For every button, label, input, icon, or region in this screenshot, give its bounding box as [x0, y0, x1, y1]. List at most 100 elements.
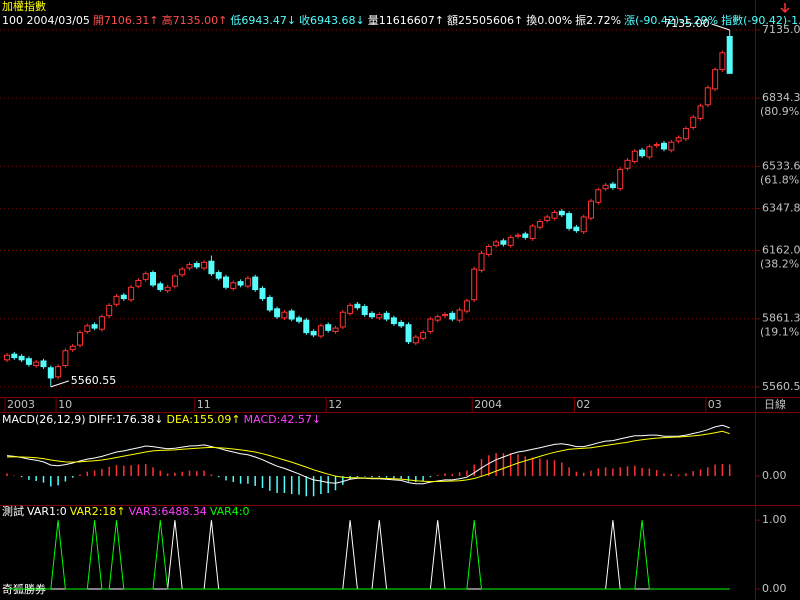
candle-body — [193, 262, 200, 268]
indicator-line — [7, 520, 730, 590]
panel-header: 測試 VAR1:0 VAR2:18↑ VAR3:6488.34 VAR4:0 — [2, 504, 250, 518]
candle-body — [690, 116, 697, 128]
candle-body — [113, 295, 120, 305]
candle-body — [354, 303, 361, 309]
candle-body — [463, 300, 470, 312]
header-item: MACD:42.57↓ — [244, 413, 321, 426]
candle-body — [427, 318, 434, 332]
header-item: VAR3:6488.34 — [129, 505, 207, 518]
header-item: MACD(26,12,9) — [2, 413, 86, 426]
candle-body — [376, 313, 383, 319]
candle-body — [128, 286, 135, 301]
candle-body — [515, 234, 521, 237]
candle-body — [310, 330, 317, 336]
candle-body — [609, 183, 616, 189]
candle-body — [602, 184, 609, 190]
candle-body — [478, 252, 485, 271]
candle-body — [704, 87, 711, 106]
candle-body — [18, 355, 25, 361]
candle-body — [405, 324, 412, 343]
candle-body — [551, 211, 558, 219]
header-item: 換0.00% — [526, 14, 572, 27]
header-item: 指數(-90.42)-1.29% — [721, 13, 800, 27]
candle-body — [522, 233, 529, 238]
candle-body — [398, 321, 405, 327]
candle-body — [536, 221, 543, 228]
candle-body — [588, 200, 594, 219]
candle-body — [631, 150, 638, 162]
candle-body — [230, 282, 237, 289]
y-tick-label: 6347.8 — [762, 201, 800, 214]
y-tick-label: 5560.5 — [762, 380, 800, 393]
candle-body — [580, 216, 587, 233]
candle-body — [325, 324, 332, 331]
candle-body — [120, 294, 127, 300]
candle-body — [281, 311, 288, 319]
chart-title: 加權指數 — [2, 0, 46, 13]
candle-body — [639, 149, 646, 157]
candle-body — [252, 276, 259, 291]
candle-body — [675, 137, 682, 142]
header-item: 低6943.47↓ — [230, 14, 296, 27]
header-item: VAR4:0 — [210, 505, 250, 518]
header-item: VAR1:0 — [27, 505, 67, 518]
header-item: 100 2004/03/05 — [2, 14, 90, 27]
candle-body — [646, 146, 653, 158]
candle-body — [208, 260, 215, 275]
candle-body — [485, 245, 492, 255]
candle-body — [507, 236, 514, 246]
candle-body — [77, 332, 83, 346]
candle-body — [712, 69, 719, 90]
candle-body — [303, 319, 310, 334]
candle-body — [317, 325, 324, 337]
candle-body — [150, 272, 156, 286]
candle-body — [259, 287, 266, 300]
header-item: 測試 — [2, 504, 24, 518]
candle-body — [47, 367, 54, 379]
candle-body — [617, 168, 624, 190]
candle-body — [84, 325, 91, 332]
panel-header: 100 2004/03/05 開7106.31↑ 高7135.00↑ 低6943.47… — [2, 13, 800, 27]
candle-body — [4, 354, 10, 361]
candle-body — [682, 128, 689, 140]
candle-body — [471, 268, 478, 301]
candle-body — [33, 361, 40, 366]
fib-label: (80.9%) — [760, 105, 800, 118]
candle-body — [266, 296, 273, 311]
x-tick-label: 02 — [576, 398, 590, 411]
candle-body — [40, 360, 47, 368]
y-tick-label: 6533.6 — [762, 159, 800, 172]
candle-body — [347, 304, 354, 314]
candle-body — [726, 35, 733, 74]
header-item: 漲(-90.42)-1.29% — [624, 14, 718, 27]
header-item: DIFF:176.38↓ — [89, 413, 164, 426]
header-item: 額25505606↑ — [447, 14, 523, 27]
y-tick-label: 7135.0 — [762, 23, 800, 36]
candle-body — [171, 275, 178, 287]
candle-body — [142, 273, 149, 280]
candle-body — [668, 141, 675, 151]
panel-header: MACD(26,12,9) DIFF:176.38↓ DEA:155.09↑ MACD… — [2, 413, 321, 426]
y-tick-label: 0.00 — [762, 582, 787, 595]
candle-body — [558, 210, 565, 216]
candle-body — [288, 310, 295, 320]
candle-body — [223, 276, 229, 288]
candle-body — [215, 272, 222, 279]
header-item: 開7106.31↑ — [93, 14, 159, 27]
candle-body — [186, 264, 193, 269]
header-item: VAR2:18↑ — [70, 505, 126, 518]
candle-body — [529, 225, 536, 240]
x-tick-label: 11 — [197, 398, 211, 411]
candle-body — [179, 268, 186, 276]
macd-line — [6, 430, 730, 482]
scroll-icon[interactable] — [780, 3, 790, 14]
candle-body — [420, 332, 427, 339]
header-item: 收6943.68↓ — [299, 13, 365, 27]
candle-body — [91, 324, 98, 329]
candle-body — [244, 277, 251, 287]
candle-body — [412, 336, 419, 344]
candle-body — [98, 316, 105, 330]
candle-body — [237, 281, 244, 286]
